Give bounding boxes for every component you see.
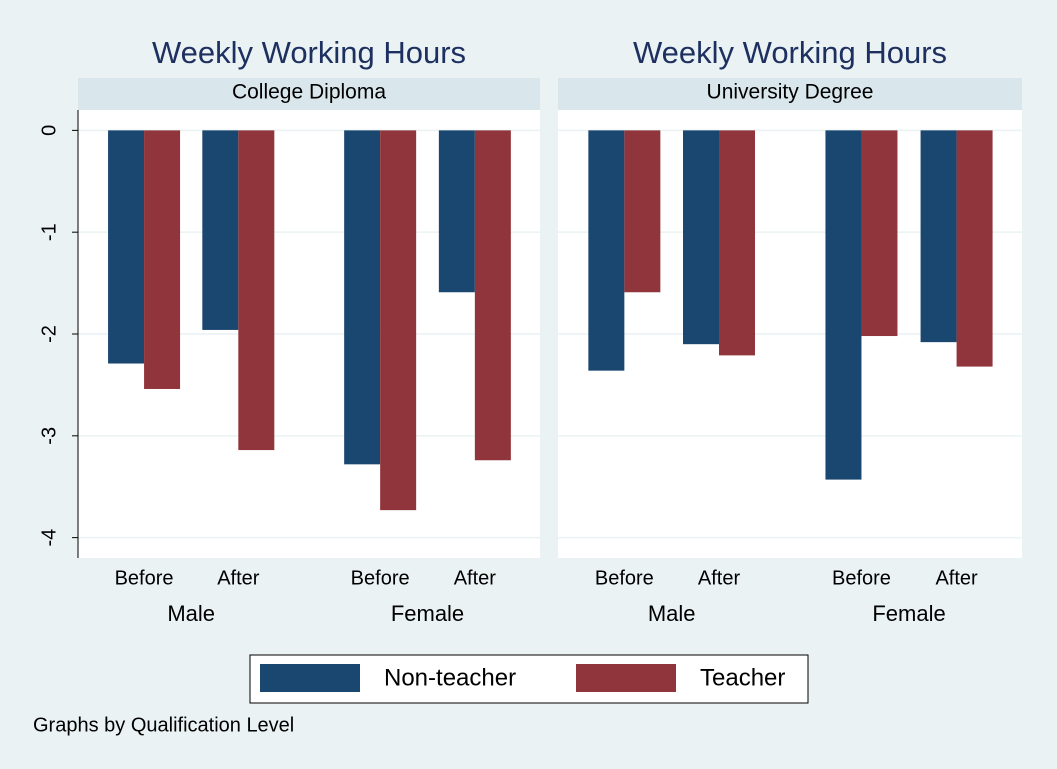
strip [78,78,540,110]
bar [474,130,511,461]
legend-swatch [260,664,360,692]
bar [144,130,181,389]
bar [344,130,381,465]
group-label: Female [872,601,945,626]
strip [558,78,1022,110]
group-label: Male [648,601,696,626]
panel-title: Weekly Working Hours [633,35,947,70]
bar [108,130,145,364]
legend-swatch [576,664,676,692]
bar [588,130,625,371]
y-tick-label: -4 [38,529,60,547]
panel-title: Weekly Working Hours [152,35,466,70]
x-tick-label: After [454,567,497,589]
note: Graphs by Qualification Level [33,714,294,736]
y-tick-label: -1 [38,223,60,241]
panel-subtitle: University Degree [707,81,874,104]
bar [861,130,898,337]
y-tick-label: -2 [38,325,60,343]
bar [238,130,275,451]
y-tick-label: 0 [38,125,60,136]
y-tick-label: -3 [38,427,60,445]
x-tick-label: Before [351,567,410,589]
x-tick-label: Before [832,567,891,589]
x-tick-label: After [698,567,741,589]
bar [380,130,417,511]
x-tick-label: After [935,567,978,589]
legend-label: Teacher [700,664,785,691]
x-tick-label: After [217,567,260,589]
bar [825,130,862,480]
bar [719,130,756,356]
x-tick-label: Before [595,567,654,589]
bar [438,130,475,293]
group-label: Male [167,601,215,626]
bar [920,130,957,343]
x-tick-label: Before [115,567,174,589]
bar [956,130,993,367]
bar [683,130,720,345]
group-label: Female [391,601,464,626]
panel-subtitle: College Diploma [232,81,386,104]
legend-label: Non-teacher [384,664,516,691]
bar [202,130,239,330]
bar [624,130,661,293]
